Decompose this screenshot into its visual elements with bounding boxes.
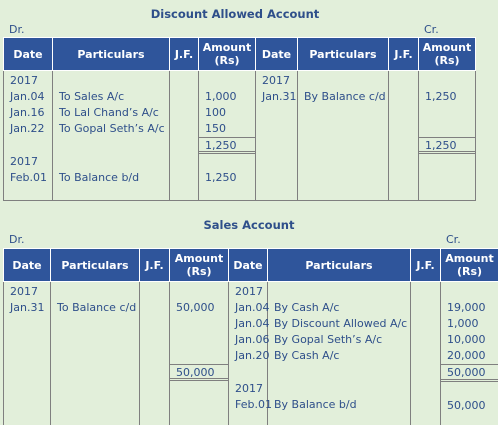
sales-debit-particulars-col: To Balance c/d [50,281,140,425]
discount-debit-particulars-col: To Sales A/c To Lal Chand’s A/c To Gopal… [52,70,170,201]
discount-header-date-dr: Date [3,37,53,71]
sales-debit-amount-col: 50,000 50,000 [169,281,229,425]
sales-credit-date: Jan.20 [235,349,270,362]
sales-credit-jf-col [410,281,441,425]
discount-header-particulars-cr: Particulars [297,37,389,71]
sales-debit-date-col: 2017 Jan.31 [3,281,51,425]
discount-account-title: Discount Allowed Account [150,7,320,21]
sales-header-date-dr: Date [3,248,51,282]
sales-debit-amount [170,284,228,300]
sales-credit-particulars-col: By Cash A/c By Discount Allowed A/c By G… [267,281,411,425]
discount-debit-total: 1,250 [199,137,255,154]
sales-credit-amount: 1,000 [447,317,479,330]
sales-credit-amount: 19,000 [447,301,486,314]
sales-credit-amount [441,284,498,300]
sales-credit-date: Jan.04 [235,317,270,330]
sales-header-amount-dr: Amount (Rs) [169,248,229,282]
discount-debit-particulars: To Balance b/d [59,171,140,184]
discount-credit-date: Jan.31 [262,90,297,103]
sales-credit-particulars: By Cash A/c [274,349,340,362]
sales-credit-amount [441,382,498,398]
discount-debit-date: 2017 [10,74,38,87]
sales-account-title: Sales Account [203,218,295,232]
discount-debit-particulars [53,154,169,170]
discount-debit-particulars [53,73,169,89]
sales-credit-date: 2017 [235,285,263,298]
discount-header-amount-dr: Amount (Rs) [198,37,256,71]
discount-credit-particulars [298,73,388,89]
discount-credit-amount: 1,250 [425,90,457,103]
sales-credit-date: Feb.01 [235,398,272,411]
discount-header-date-cr: Date [255,37,298,71]
discount-credit-particulars-col: By Balance c/d [297,70,389,201]
discount-dr-label: Dr. [9,23,25,36]
sales-cr-label: Cr. [446,233,461,246]
sales-debit-total: 50,000 [170,364,228,381]
sales-credit-amount: 20,000 [441,348,498,365]
sales-debit-date: 2017 [10,285,38,298]
discount-credit-total: 1,250 [419,137,475,154]
discount-credit-jf-col [388,70,419,201]
sales-credit-particulars: By Discount Allowed A/c [274,317,408,330]
discount-credit-amount-col: 1,250 1,250 [418,70,476,201]
sales-header-jf-dr: J.F. [139,248,170,282]
sales-header-date-cr: Date [228,248,268,282]
sales-credit-particulars: By Cash A/c [274,301,340,314]
discount-debit-amount: 1,000 [205,90,237,103]
discount-credit-date-col: 2017 Jan.31 [255,70,298,201]
discount-debit-amount-col: 1,000 100 150 1,250 1,250 [198,70,256,201]
discount-debit-date: Jan.16 [10,106,45,119]
sales-credit-total: 50,000 [441,365,498,382]
discount-debit-date-col: 2017 Jan.04 Jan.16 Jan.22 2017 Feb.01 [3,70,53,201]
sales-ledger-table: Date Particulars J.F. Amount (Rs) Date P… [3,248,498,425]
sales-credit-date: 2017 [235,382,263,395]
discount-header-jf-cr: J.F. [388,37,419,71]
discount-debit-amount [199,154,255,170]
sales-header-amount-cr: Amount (Rs) [440,248,498,282]
sales-debit-particulars: To Balance c/d [57,301,137,314]
discount-debit-amount: 100 [205,106,226,119]
sales-credit-amount-col: 19,000 1,000 10,000 20,000 50,000 50,000 [440,281,498,425]
discount-debit-date: Jan.22 [10,122,45,135]
sales-credit-date-col: 2017 Jan.04 Jan.04 Jan.06 Jan.20 2017 Fe… [228,281,272,425]
discount-credit-date: 2017 [262,74,290,87]
discount-debit-jf-col [169,70,199,201]
discount-debit-amount: 1,250 [205,171,237,184]
sales-credit-particulars: By Balance b/d [274,398,357,411]
discount-debit-date: Feb.01 [10,171,47,184]
sales-credit-date: Jan.04 [235,301,270,314]
sales-credit-date: Jan.06 [235,333,270,346]
discount-debit-particulars: To Lal Chand’s A/c [59,106,159,119]
discount-debit-amount [199,73,255,89]
sales-header-jf-cr: J.F. [410,248,441,282]
discount-cr-label: Cr. [424,23,439,36]
sales-dr-label: Dr. [9,233,25,246]
discount-credit-particulars: By Balance c/d [304,90,386,103]
discount-debit-date: Jan.04 [10,90,45,103]
sales-debit-amount: 50,000 [176,301,215,314]
sales-header-particulars-dr: Particulars [50,248,140,282]
discount-debit-particulars: To Sales A/c [59,90,125,103]
discount-header-particulars-dr: Particulars [52,37,170,71]
sales-credit-particulars [268,381,410,397]
sales-credit-particulars: By Gopal Seth’s A/c [274,333,383,346]
sales-credit-particulars [268,284,410,300]
discount-credit-amount [419,73,475,89]
discount-header-jf-dr: J.F. [169,37,199,71]
discount-debit-date: 2017 [10,155,38,168]
discount-debit-particulars: To Gopal Seth’s A/c [59,122,165,135]
discount-ledger-table: Date Particulars J.F. Amount (Rs) Date P… [3,37,476,201]
sales-credit-amount: 10,000 [447,333,486,346]
discount-header-amount-cr: Amount (Rs) [418,37,476,71]
sales-header-particulars-cr: Particulars [267,248,411,282]
sales-credit-amount: 50,000 [447,399,486,412]
sales-debit-date: Jan.31 [10,301,45,314]
sales-debit-particulars [51,284,139,300]
discount-debit-amount: 150 [205,122,226,135]
sales-debit-jf-col [139,281,170,425]
